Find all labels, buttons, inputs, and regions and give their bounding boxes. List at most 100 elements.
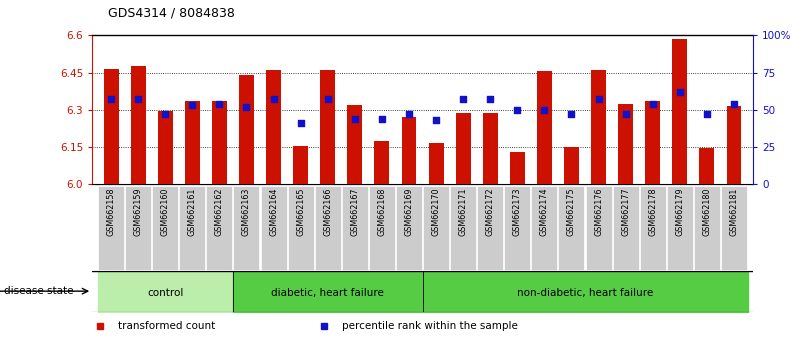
- FancyBboxPatch shape: [260, 186, 287, 270]
- Point: [538, 107, 551, 113]
- Bar: [212, 101, 227, 184]
- FancyBboxPatch shape: [586, 186, 612, 270]
- FancyBboxPatch shape: [694, 186, 720, 270]
- Point: [674, 89, 686, 95]
- Text: GSM662159: GSM662159: [134, 188, 143, 236]
- Point: [701, 112, 714, 117]
- Point: [186, 102, 199, 108]
- Text: GSM662168: GSM662168: [377, 188, 386, 236]
- Text: GSM662163: GSM662163: [242, 188, 251, 236]
- Text: percentile rank within the sample: percentile rank within the sample: [342, 321, 518, 331]
- Point: [268, 97, 280, 102]
- Text: GSM662170: GSM662170: [432, 188, 441, 236]
- Text: GDS4314 / 8084838: GDS4314 / 8084838: [108, 6, 235, 19]
- Bar: [293, 145, 308, 184]
- Bar: [239, 75, 254, 184]
- FancyBboxPatch shape: [450, 186, 476, 270]
- Bar: [348, 105, 362, 184]
- FancyBboxPatch shape: [613, 186, 638, 270]
- Text: transformed count: transformed count: [118, 321, 215, 331]
- Point: [159, 112, 171, 117]
- Text: GSM662169: GSM662169: [405, 188, 413, 236]
- Text: GSM662158: GSM662158: [107, 188, 115, 236]
- FancyBboxPatch shape: [315, 186, 340, 270]
- Bar: [158, 111, 173, 184]
- Text: GSM662165: GSM662165: [296, 188, 305, 236]
- Text: disease state: disease state: [4, 286, 74, 296]
- FancyBboxPatch shape: [179, 186, 205, 270]
- FancyBboxPatch shape: [125, 186, 151, 270]
- Bar: [510, 152, 525, 184]
- Bar: [456, 113, 471, 184]
- FancyBboxPatch shape: [342, 186, 368, 270]
- FancyBboxPatch shape: [721, 186, 747, 270]
- Point: [511, 107, 524, 113]
- Text: GSM662171: GSM662171: [459, 188, 468, 236]
- Text: GSM662178: GSM662178: [648, 188, 658, 236]
- FancyBboxPatch shape: [666, 186, 693, 270]
- Text: GSM662180: GSM662180: [702, 188, 711, 236]
- Bar: [564, 147, 579, 184]
- Point: [403, 112, 416, 117]
- Bar: [320, 70, 335, 184]
- Bar: [429, 143, 444, 184]
- Bar: [727, 106, 742, 184]
- Text: GSM662174: GSM662174: [540, 188, 549, 236]
- Text: diabetic, heart failure: diabetic, heart failure: [272, 288, 384, 298]
- Text: GSM662177: GSM662177: [621, 188, 630, 236]
- Point: [348, 116, 361, 121]
- FancyBboxPatch shape: [396, 186, 422, 270]
- FancyBboxPatch shape: [423, 186, 449, 270]
- Bar: [618, 103, 633, 184]
- Point: [240, 104, 253, 110]
- Point: [213, 101, 226, 107]
- Point: [592, 97, 605, 102]
- Point: [484, 97, 497, 102]
- Text: GSM662161: GSM662161: [187, 188, 197, 236]
- Bar: [672, 39, 687, 184]
- FancyBboxPatch shape: [531, 186, 557, 270]
- FancyBboxPatch shape: [152, 186, 179, 270]
- Text: GSM662179: GSM662179: [675, 188, 684, 236]
- Bar: [591, 70, 606, 184]
- Text: non-diabetic, heart failure: non-diabetic, heart failure: [517, 288, 653, 298]
- Bar: [699, 148, 714, 184]
- Bar: [483, 113, 497, 184]
- FancyBboxPatch shape: [640, 186, 666, 270]
- Bar: [374, 141, 389, 184]
- FancyBboxPatch shape: [369, 186, 395, 270]
- Bar: [131, 66, 146, 184]
- FancyBboxPatch shape: [207, 186, 232, 270]
- Bar: [266, 70, 281, 184]
- Bar: [646, 101, 660, 184]
- Text: GSM662173: GSM662173: [513, 188, 521, 236]
- Text: GSM662181: GSM662181: [730, 188, 739, 236]
- Text: GSM662172: GSM662172: [485, 188, 495, 236]
- Text: GSM662160: GSM662160: [161, 188, 170, 236]
- Text: GSM662175: GSM662175: [567, 188, 576, 236]
- Bar: [401, 117, 417, 184]
- FancyBboxPatch shape: [233, 186, 260, 270]
- Point: [131, 97, 144, 102]
- Point: [727, 101, 740, 107]
- Point: [321, 97, 334, 102]
- Point: [294, 120, 307, 126]
- FancyBboxPatch shape: [98, 186, 124, 270]
- Point: [457, 97, 469, 102]
- Bar: [103, 69, 119, 184]
- FancyBboxPatch shape: [505, 186, 530, 270]
- Point: [105, 97, 118, 102]
- Text: GSM662162: GSM662162: [215, 188, 224, 236]
- Text: GSM662164: GSM662164: [269, 188, 278, 236]
- FancyBboxPatch shape: [558, 186, 585, 270]
- Point: [646, 101, 659, 107]
- Point: [565, 112, 578, 117]
- Point: [619, 112, 632, 117]
- FancyBboxPatch shape: [288, 186, 314, 270]
- FancyBboxPatch shape: [477, 186, 503, 270]
- Text: control: control: [147, 288, 183, 298]
- Text: GSM662176: GSM662176: [594, 188, 603, 236]
- Point: [376, 116, 388, 121]
- Bar: [537, 71, 552, 184]
- Bar: [185, 101, 199, 184]
